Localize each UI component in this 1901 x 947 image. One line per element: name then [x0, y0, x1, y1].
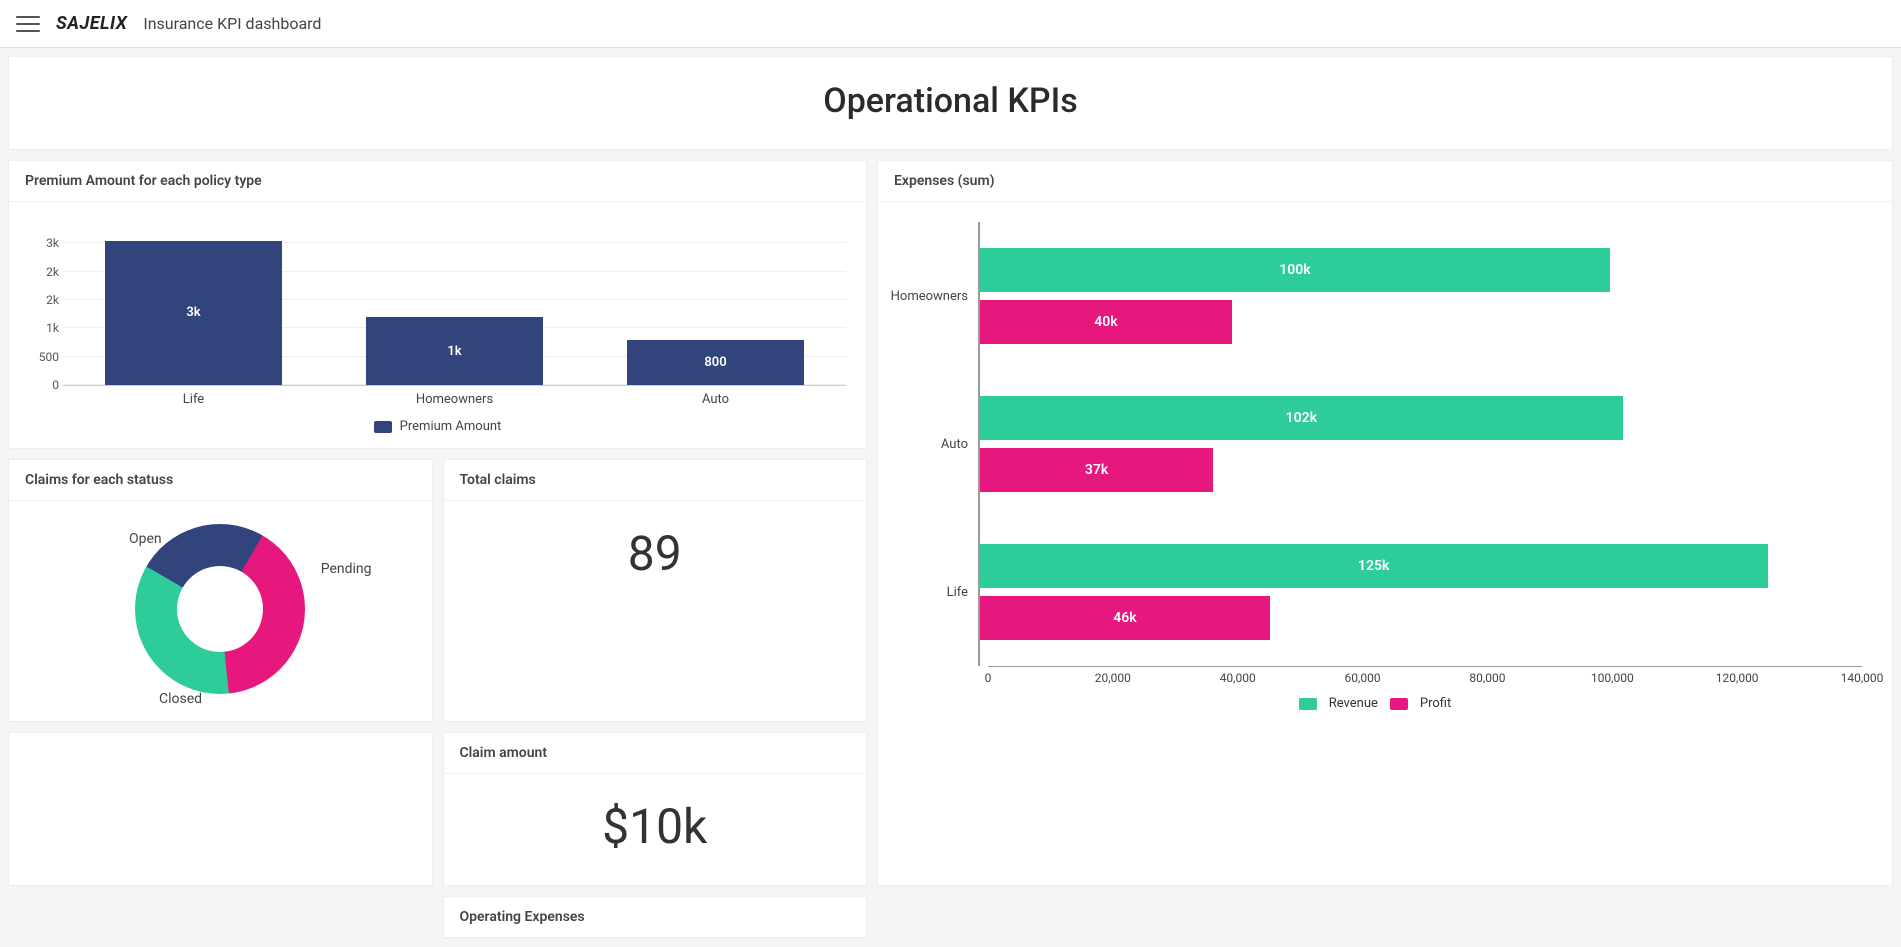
expenses-group-label: Homeowners — [888, 289, 978, 304]
expenses-group: Life125k 46k — [888, 518, 1862, 666]
expenses-legend-swatch — [1299, 698, 1317, 710]
premium-ytick: 2k — [29, 293, 59, 307]
expenses-revenue-bar: 100k — [980, 248, 1610, 292]
claim-amount-card: Claim amount $10k — [443, 732, 868, 886]
menu-icon[interactable] — [16, 12, 40, 36]
expenses-xtick: 0 — [985, 671, 992, 685]
expenses-group-label: Auto — [888, 437, 978, 452]
expenses-profit-bar: 40k — [980, 300, 1232, 344]
premium-bar-chart: 0 500 1k 2k 2k 3k 3k 1k 800 LifeHomeownersAuto P… — [9, 202, 866, 448]
claims-donut-title: Claims for each statuss — [9, 460, 432, 501]
premium-chart-title: Premium Amount for each policy type — [9, 161, 866, 202]
donut-label-open: Open — [129, 531, 162, 547]
expenses-group: Auto102k 37k — [888, 370, 1862, 518]
operating-expenses-card: Operating Expenses — [443, 896, 868, 939]
expenses-xtick: 40,000 — [1220, 671, 1256, 685]
premium-ytick: 1k — [29, 321, 59, 335]
expenses-revenue-bar: 125k — [980, 544, 1768, 588]
expenses-profit-bar: 46k — [980, 596, 1270, 640]
premium-bar: 1k — [324, 317, 585, 385]
topbar: SAJELIX Insurance KPI dashboard — [0, 0, 1901, 48]
expenses-xtick: 60,000 — [1345, 671, 1381, 685]
placeholder-card — [8, 732, 433, 886]
expenses-legend-label: Profit — [1420, 696, 1451, 711]
expenses-legend-swatch — [1390, 698, 1408, 710]
premium-ytick: 500 — [29, 350, 59, 364]
expenses-xtick: 120,000 — [1716, 671, 1759, 685]
expenses-chart-card: Expenses (sum) Homeowners100k 40k Auto102k… — [877, 160, 1893, 886]
total-claims-value: 89 — [444, 501, 867, 612]
claims-donut-card: Claims for each statuss Open Pending Close… — [8, 459, 433, 722]
expenses-chart-title: Expenses (sum) — [878, 161, 1892, 202]
donut-label-pending: Pending — [321, 561, 372, 577]
expenses-group: Homeowners100k 40k — [888, 222, 1862, 370]
premium-bar-label: 800 — [704, 355, 726, 370]
premium-bar: 3k — [63, 241, 324, 386]
donut-ring — [135, 524, 305, 694]
expenses-xtick: 80,000 — [1469, 671, 1505, 685]
expenses-hbar-chart: Homeowners100k40kAuto102k37kLife125k46k … — [878, 202, 1892, 721]
page-title: Insurance KPI dashboard — [143, 14, 321, 33]
premium-ytick: 0 — [29, 378, 59, 392]
premium-ytick: 2k — [29, 265, 59, 279]
expenses-xtick: 20,000 — [1095, 671, 1131, 685]
expenses-legend-label: Revenue — [1329, 696, 1378, 711]
donut-label-closed: Closed — [159, 691, 202, 707]
expenses-group-label: Life — [888, 585, 978, 600]
operating-expenses-title: Operating Expenses — [444, 897, 867, 938]
premium-bar-label: 1k — [447, 344, 461, 359]
premium-xlabel: Life — [63, 386, 324, 407]
claim-amount-value: $10k — [444, 774, 867, 885]
expenses-xtick: 140,000 — [1841, 671, 1884, 685]
premium-ytick: 3k — [29, 236, 59, 250]
premium-bar-label: 3k — [186, 305, 200, 320]
claims-donut-chart: Open Pending Closed — [9, 501, 432, 721]
hero-title-card: Operational KPIs — [8, 56, 1893, 150]
premium-chart-card: Premium Amount for each policy type 0 500… — [8, 160, 867, 449]
premium-xlabel: Auto — [585, 386, 846, 407]
premium-bar: 800 — [585, 340, 846, 385]
premium-legend-swatch — [374, 421, 392, 433]
premium-xlabel: Homeowners — [324, 386, 585, 407]
expenses-xtick: 100,000 — [1591, 671, 1634, 685]
brand-logo: SAJELIX — [56, 13, 127, 34]
hero-title: Operational KPIs — [9, 81, 1892, 121]
total-claims-title: Total claims — [444, 460, 867, 501]
expenses-revenue-bar: 102k — [980, 396, 1623, 440]
total-claims-card: Total claims 89 — [443, 459, 868, 722]
claim-amount-title: Claim amount — [444, 733, 867, 774]
expenses-profit-bar: 37k — [980, 448, 1213, 492]
premium-legend-label: Premium Amount — [400, 419, 502, 434]
